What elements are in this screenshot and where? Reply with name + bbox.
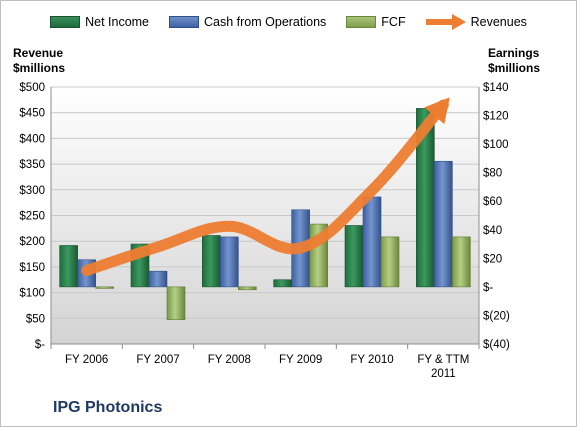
legend-label-fcf: FCF (381, 15, 406, 29)
left-tick-label: $100 (19, 288, 45, 300)
bar-fcf (238, 286, 257, 291)
bar-cfo (220, 236, 239, 288)
right-tick-label: $60 (483, 196, 502, 208)
legend-label-cfo: Cash from Operations (204, 15, 327, 29)
left-tick-label: $- (35, 339, 45, 351)
legend-item-cfo: Cash from Operations (169, 15, 326, 29)
left-tick-label: $250 (19, 211, 45, 223)
legend-swatch-cfo (169, 16, 200, 28)
company-name: IPG Photonics (53, 399, 163, 416)
bar-fcf (95, 286, 114, 289)
right-tick-label: $(40) (483, 339, 510, 351)
legend: Net Income Cash from Operations FCF Reve… (1, 14, 576, 30)
right-tick-label: $20 (483, 253, 502, 265)
legend-label-revenues: Revenues (470, 15, 527, 29)
x-tick-label: 2011 (431, 368, 456, 380)
left-tick-label: $450 (19, 108, 45, 120)
legend-item-revenues: Revenues (425, 14, 527, 30)
x-tick-label: FY 2008 (208, 354, 251, 366)
left-tick-label: $500 (19, 82, 45, 94)
left-tick-label: $200 (19, 236, 45, 248)
legend-swatch-fcf (346, 16, 377, 28)
bar-fcf (166, 286, 186, 321)
right-tick-label: $140 (483, 82, 509, 94)
left-tick-label: $300 (19, 185, 45, 197)
legend-item-net-income: Net Income (50, 15, 149, 29)
left-tick-label: $350 (19, 159, 45, 171)
left-axis-title: Revenue $millions (13, 46, 65, 76)
right-tick-label: $40 (483, 225, 502, 237)
x-tick-label: FY 2006 (65, 354, 108, 366)
bar-net-income (344, 225, 364, 288)
bar-fcf (452, 236, 471, 288)
bar-cfo (434, 160, 453, 288)
left-tick-label: $50 (26, 313, 45, 325)
revenues-arrow-head (424, 97, 450, 125)
right-tick-label: $(20) (483, 310, 510, 322)
revenues-line (81, 99, 449, 276)
left-tick-label: $150 (19, 262, 45, 274)
left-tick-label: $400 (19, 133, 45, 145)
legend-item-fcf: FCF (346, 15, 406, 29)
x-tick-label: FY 2009 (279, 354, 322, 366)
bar-net-income (273, 279, 292, 288)
legend-label-net-income: Net Income (85, 15, 150, 29)
right-axis-title: Earnings $millions (488, 46, 540, 76)
x-tick-label: FY 2007 (136, 354, 179, 366)
bar-net-income (59, 245, 78, 288)
left-axis-title-line2: $millions (13, 61, 66, 75)
bar-cfo (362, 196, 382, 288)
bar-cfo (148, 270, 168, 288)
right-axis-title-line1: Earnings (487, 46, 540, 60)
x-tick-label: FY & TTM (417, 354, 469, 366)
right-tick-label: $100 (483, 139, 509, 151)
right-axis-title-line2: $millions (487, 61, 540, 75)
bar-net-income (202, 235, 221, 288)
left-axis-title-line1: Revenue (13, 46, 64, 60)
arrow-icon (425, 14, 466, 30)
x-tick-label: FY 2010 (350, 354, 393, 366)
right-tick-label: $120 (483, 111, 509, 123)
right-tick-label: $80 (483, 168, 502, 180)
bar-fcf (380, 236, 400, 288)
right-tick-label: $- (483, 282, 493, 294)
legend-swatch-net-income (50, 16, 81, 28)
